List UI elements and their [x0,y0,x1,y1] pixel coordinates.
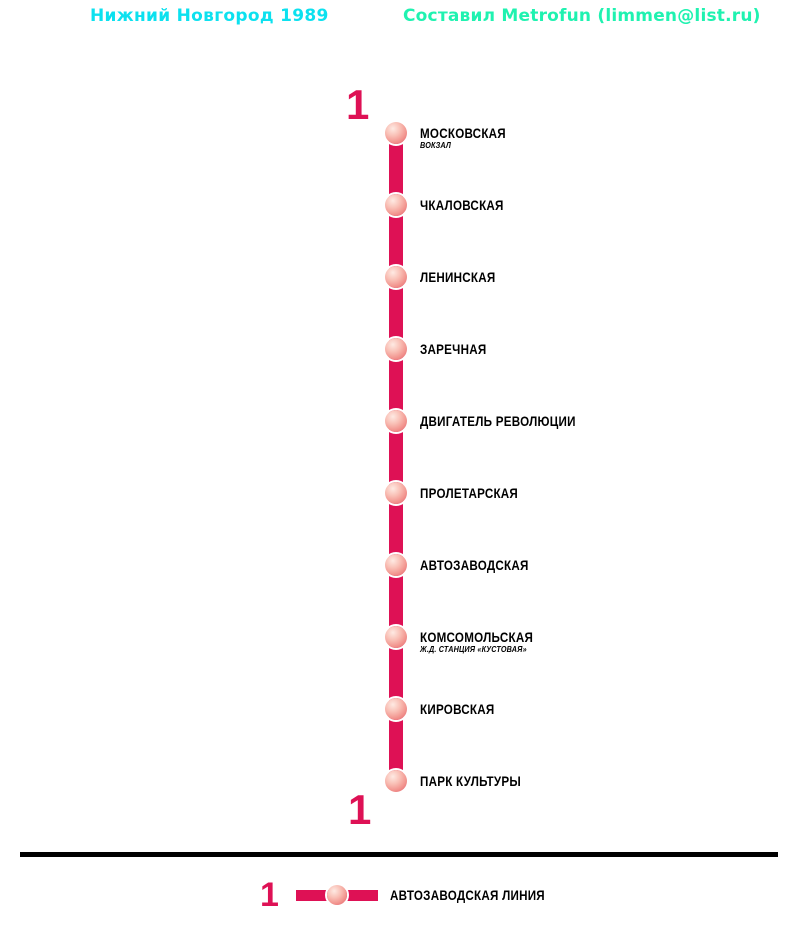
station-note: ВОКЗАЛ [420,140,452,150]
station-row: КОМСОМОЛЬСКАЯ Ж.Д. СТАНЦИЯ «КУСТОВАЯ» [0,626,800,654]
station-label-group: ЗАРЕЧНАЯ [420,338,500,360]
station-marker [385,194,407,216]
station-marker [385,338,407,360]
station-name: ДВИГАТЕЛЬ РЕВОЛЮЦИИ [420,413,576,429]
legend-line-label: АВТОЗАВОДСКАЯ ЛИНИЯ [390,887,545,903]
station-marker [385,410,407,432]
station-row: ПАРК КУЛЬТУРЫ [0,770,800,792]
metro-line-1 [389,128,403,786]
station-label-group: ЛЕНИНСКАЯ [420,266,511,288]
station-name: ПРОЛЕТАРСКАЯ [420,485,519,501]
station-marker [385,770,407,792]
map-credit: Составил Metrofun (limmen@list.ru) [403,6,761,26]
station-label-group: МОСКОВСКАЯ ВОКЗАЛ [420,122,524,150]
station-marker [385,698,407,720]
station-name: АВТОЗАВОДСКАЯ [420,557,529,573]
station-name: ЧКАЛОВСКАЯ [420,197,504,213]
station-marker [385,482,407,504]
map-title: Нижний Новгород 1989 [90,6,329,26]
station-label-group: ДВИГАТЕЛЬ РЕВОЛЮЦИИ [420,410,608,432]
station-label-group: ПРОЛЕТАРСКАЯ [420,482,538,504]
station-label-group: АВТОЗАВОДСКАЯ [420,554,551,576]
station-marker [385,554,407,576]
station-row: КИРОВСКАЯ [0,698,800,720]
line-number-top: 1 [346,81,370,128]
line-number-bottom: 1 [348,786,372,833]
station-row: МОСКОВСКАЯ ВОКЗАЛ [0,122,800,150]
station-name: КОМСОМОЛЬСКАЯ [420,629,534,645]
divider-rule [20,852,778,857]
station-row: ЧКАЛОВСКАЯ [0,194,800,216]
legend-station-marker [327,885,347,905]
station-note: Ж.Д. СТАНЦИЯ «КУСТОВАЯ» [420,644,527,654]
station-name: ЗАРЕЧНАЯ [420,341,487,357]
station-marker [385,626,407,648]
station-label-group: КОМСОМОЛЬСКАЯ Ж.Д. СТАНЦИЯ «КУСТОВАЯ» [420,626,556,654]
station-row: ЛЕНИНСКАЯ [0,266,800,288]
station-row: АВТОЗАВОДСКАЯ [0,554,800,576]
station-label-group: ЧКАЛОВСКАЯ [420,194,521,216]
station-row: ЗАРЕЧНАЯ [0,338,800,360]
station-row: ДВИГАТЕЛЬ РЕВОЛЮЦИИ [0,410,800,432]
station-name: МОСКОВСКАЯ [420,125,506,141]
station-row: ПРОЛЕТАРСКАЯ [0,482,800,504]
station-name: ЛЕНИНСКАЯ [420,269,496,285]
station-marker [385,122,407,144]
station-label-group: ПАРК КУЛЬТУРЫ [420,770,542,792]
station-label-group: КИРОВСКАЯ [420,698,510,720]
station-name: ПАРК КУЛЬТУРЫ [420,773,522,789]
legend-line-number: 1 [260,876,279,914]
station-marker [385,266,407,288]
station-name: КИРОВСКАЯ [420,701,495,717]
